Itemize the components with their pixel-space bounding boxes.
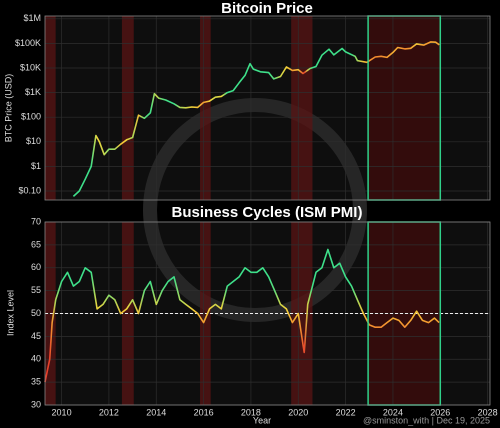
shaded-region: [200, 16, 211, 200]
y-tick-label: $100K: [15, 38, 41, 48]
shaded-region: [45, 16, 56, 200]
y-axis-label: Index Level: [5, 290, 15, 336]
x-tick-label: 2026: [430, 407, 450, 417]
y-tick-label: 70: [31, 216, 41, 226]
x-tick-label: 2022: [336, 407, 356, 417]
highlight-region: [368, 16, 441, 200]
x-tick-label: 2028: [478, 407, 498, 417]
x-tick-label: 2020: [288, 407, 308, 417]
line: [72, 41, 440, 197]
y-tick-label: $10: [26, 136, 41, 146]
plot-border: [44, 15, 491, 201]
x-axis-label: Year: [253, 415, 271, 425]
plot-border: [44, 221, 491, 406]
x-tick-label: 2012: [99, 407, 119, 417]
x-tick-label: 2016: [194, 407, 214, 417]
y-tick-label: 40: [31, 354, 41, 364]
x-tick-label: 2010: [52, 407, 72, 417]
y-tick-label: $1K: [25, 87, 41, 97]
x-tick-label: 2014: [146, 407, 166, 417]
y-tick-label: $1M: [23, 13, 41, 23]
y-tick-label: 35: [31, 377, 41, 387]
y-tick-label: 50: [31, 308, 41, 318]
y-axis-label: BTC Price (USD): [3, 74, 13, 143]
y-tick-label: 60: [31, 262, 41, 272]
y-tick-label: 30: [31, 399, 41, 409]
y-tick-label: 65: [31, 239, 41, 249]
line: [44, 248, 440, 383]
chart-title: Bitcoin Price: [221, 0, 313, 17]
shaded-region: [291, 16, 313, 200]
chart-title: Business Cycles (ISM PMI): [172, 204, 363, 221]
y-tick-label: $100: [21, 112, 41, 122]
x-tick-label: 2024: [383, 407, 403, 417]
y-tick-label: $1: [31, 161, 41, 171]
watermark: [143, 98, 367, 322]
y-tick-label: $10K: [20, 62, 41, 72]
y-tick-label: $0.10: [18, 185, 41, 195]
y-tick-label: 45: [31, 331, 41, 341]
y-tick-label: 55: [31, 285, 41, 295]
credit: @sminston_with | Dec 19, 2025: [363, 415, 490, 425]
shaded-region: [121, 16, 134, 200]
x-tick-label: 2018: [241, 407, 261, 417]
